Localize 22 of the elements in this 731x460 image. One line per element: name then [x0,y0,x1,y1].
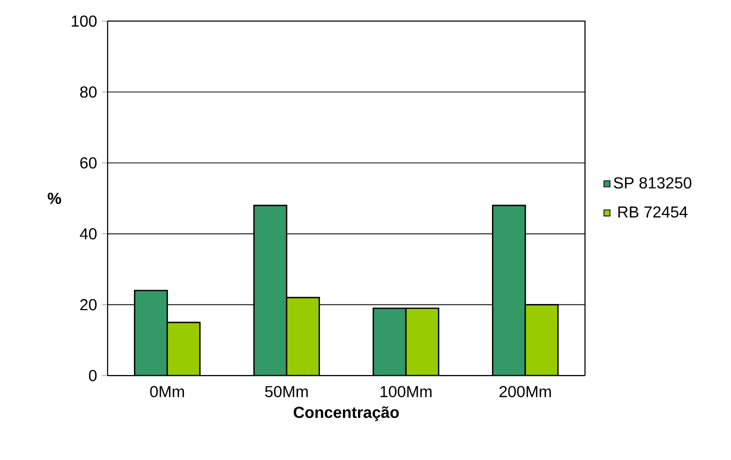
x-tick-label: 50Mm [265,386,308,398]
legend-label: SP 813250 [614,177,692,189]
bar [166,322,201,376]
x-tick-label: 0Mm [150,386,184,398]
bar [492,204,526,376]
bar [372,308,407,376]
legend-label: RB 72454 [618,206,688,218]
y-tick-label: 100 [72,16,97,27]
bar [253,204,288,376]
x-tick-label: 100Mm [380,386,432,398]
y-tick-label: 20 [80,299,97,311]
y-tick-label: 80 [80,86,97,98]
bar [524,304,559,376]
bar [286,297,320,376]
y-tick-label: 40 [80,228,97,240]
y-axis-title: % [48,192,62,204]
bar [405,308,440,376]
y-tick-label: 60 [80,157,97,169]
y-tick-label: 0 [88,370,97,382]
bar [134,290,168,376]
x-axis-title: Concentração [294,406,399,422]
x-tick-label: 200Mm [500,386,551,398]
